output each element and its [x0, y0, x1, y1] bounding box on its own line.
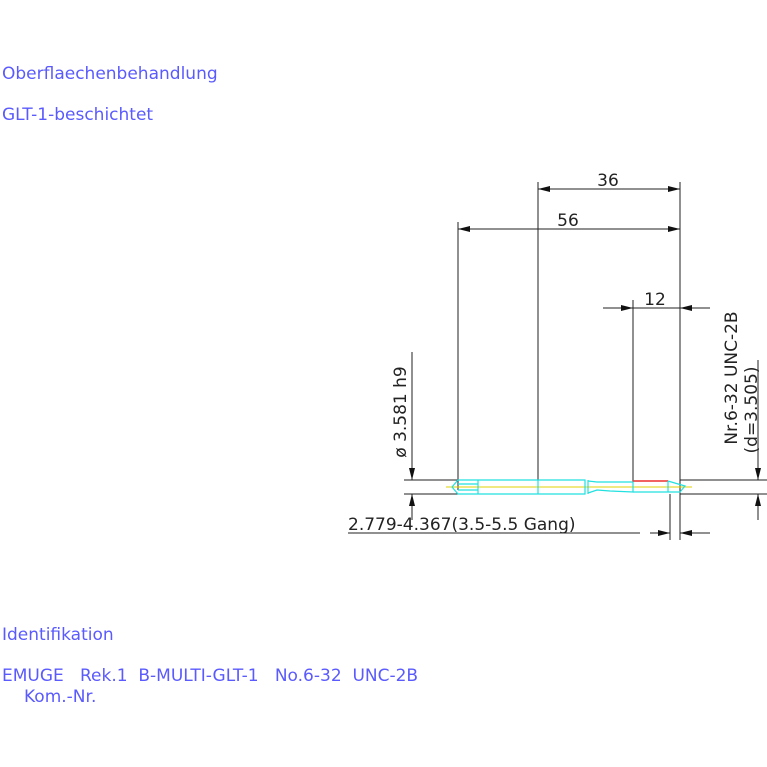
dimension-thread: Nr.6-32 UNC-2B (d=3.505) [722, 311, 762, 520]
dimension-56: 56 [458, 211, 680, 232]
surface-heading: Oberflaechenbehandlung [2, 64, 218, 84]
dimension-diameter: ø 3.581 h9 [391, 352, 415, 520]
identification-heading: Identifikation [2, 625, 114, 645]
dim-thread-length: 36 [597, 171, 619, 191]
extension-lines [404, 182, 767, 540]
dim-total-length: 56 [557, 211, 579, 231]
dim-shank-diameter: ø 3.581 h9 [391, 366, 411, 457]
thread-diameter: (d=3.505) [742, 367, 762, 454]
commission-label: Kom.-Nr. [24, 687, 96, 707]
identification-line: EMUGE Rek.1 B-MULTI-GLT-1 No.6-32 UNC-2B [2, 666, 418, 686]
dimension-12: 12 [603, 290, 710, 311]
tap-tool-outline [446, 479, 692, 495]
core-range-text: 2.779-4.367(3.5-5.5 Gang) [348, 515, 576, 535]
dim-chamfer-length: 12 [644, 290, 666, 310]
dimension-core-range: 2.779-4.367(3.5-5.5 Gang) [348, 515, 710, 536]
surface-value: GLT-1-beschichtet [2, 105, 153, 125]
dimension-36: 36 [538, 171, 680, 192]
thread-spec: Nr.6-32 UNC-2B [722, 311, 742, 444]
